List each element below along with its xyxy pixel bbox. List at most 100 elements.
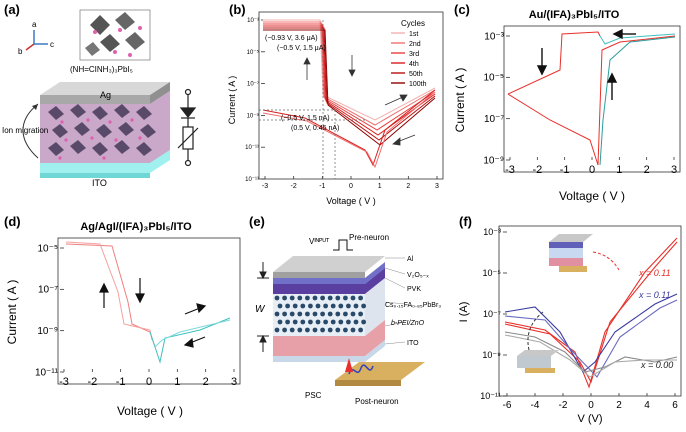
nanocrystal-sphere [361,303,366,309]
ion-migration-label: Ion migration [2,126,48,135]
x-tick-label: 2 [616,400,622,411]
ito-electrode-label: ITO [92,178,107,188]
x-tick-label: 3 [435,183,439,190]
post-neuron-label: Post-neuron [355,397,399,406]
y-tick-label: 10⁻⁹ [247,112,260,119]
x-tick-label: -2 [532,164,542,176]
y-tick-label: 10⁻¹³ [245,177,259,183]
annotation-b-3: (−0.5 V, 1.5 nA) [281,115,330,122]
psc-spike-icon [345,358,353,372]
plot-frame-d [57,237,241,385]
x-tick-label: -1 [560,164,570,176]
arrows-c [536,28,636,100]
panel-a-label: (a) [4,2,20,17]
y-tick-label: 10⁻³ [247,18,259,24]
guide-lines-b [259,20,365,179]
nanocrystal-sphere [350,295,356,301]
nanocrystal-sphere [312,327,318,333]
nanocrystal-sphere [323,319,328,325]
y-ticks-f: 10⁻³ 10⁻⁵ 10⁻⁷ 10⁻⁹ 10⁻¹¹ [480,227,507,401]
x-axis-label-d: Voltage ( V ) [117,404,183,418]
arrows-d [99,278,207,348]
title-d: Ag/AgI/(IFA)₃PbI₅/ITO [80,221,192,233]
nanocrystal-sphere [335,311,341,317]
nanocrystal-sphere [343,327,348,333]
nanocrystal-sphere [285,303,290,309]
y-tick-label: 10⁻⁵ [483,268,502,278]
x-tick-label: 3 [231,376,237,388]
legend-item-label: 3rd [409,51,419,58]
nanocrystal-sphere [289,311,295,317]
legend-b: 1st 2nd 3rd 4th 50th 100th [391,31,427,88]
nanocrystal-sphere [338,303,344,309]
x-tick-label: -3 [262,183,268,190]
nanocrystal-sphere [335,295,341,301]
y-tick-label: 10⁻¹¹ [245,145,259,151]
y-tick-label: 10⁻⁵ [37,243,58,254]
nanocrystal-sphere [282,311,287,317]
legend-item-label: 4th [409,61,419,68]
annotation-b-2: (−0.5 V, 1.5 μA) [277,45,326,52]
nanocrystal-sphere [308,319,313,325]
y-tick-label: 10⁻⁹ [483,155,504,166]
y-ticks-c: 10⁻³ 10⁻⁵ 10⁻⁷ 10⁻⁹ [483,31,510,166]
x-axis-label-c: Voltage ( V ) [559,189,625,203]
nanocrystal-sphere [277,303,283,309]
psc-label: PSC [305,391,322,400]
panel-b-svg: (b) -3 -2 -1 0 1 2 3 10⁻³ 10⁻⁵ 10⁻⁷ 10⁻⁹ 10⁻¹¹ 10⁻¹… [227,2,444,206]
panel-e-svg: (e) Vᴵᴺᴾᵁᵀ Pre-neuron PSC Post-neuron [249,214,441,406]
nanocrystal-sphere [346,303,351,309]
inset-device-bottom-image [517,311,559,373]
x-tick-label: 1 [616,164,622,176]
x-tick-label: 2 [203,376,209,388]
nanocrystal-sphere [350,311,356,317]
x-tick-label: 3 [671,164,677,176]
x-tick-label: -4 [531,400,540,411]
nanocrystal-sphere [312,311,318,317]
nanocrystal-sphere [353,319,359,325]
y-ticks-d: 10⁻⁵ 10⁻⁷ 10⁻⁹ 10⁻¹¹ [35,243,64,378]
layer-perovskite-label: Cs₀.₁₅FA₀.₈₅PbBr₃ [385,302,441,309]
nanocrystal-sphere [285,319,290,325]
panel-f-svg: (f) -6 -4 -2 0 2 4 6 10⁻³ 10⁻⁵ 10⁻⁷ 10⁻⁹ 10⁻¹¹ V (… [458,214,682,425]
legend-item-label: 100th [409,81,427,88]
y-tick-label: 10⁻¹¹ [35,367,59,378]
panel-e-label: (e) [249,214,265,229]
width-label: W [255,304,266,315]
nanocrystal-sphere [312,295,318,301]
x-tick-label: -2 [87,376,97,388]
nanocrystal-sphere [292,303,298,309]
y-tick-label: 10⁻³ [483,227,501,237]
x-ticks-b: -3 -2 -1 0 1 2 3 [262,176,439,190]
iv-curves-c [507,31,676,166]
crystal-structure-image [79,9,151,61]
layer-pvk-label: PVK [407,286,421,293]
y-tick-label: 10⁻⁹ [482,350,501,360]
legend-item-label: 2nd [409,41,421,48]
panel-b-label: (b) [229,2,246,17]
psc-wave-icon [348,364,374,375]
annotation-b-1: (−0.93 V, 3.6 μA) [265,35,318,42]
nanocrystal-sphere [274,295,280,301]
y-axis-label-d: Current ( A ) [5,280,19,345]
nanocrystal-sphere [308,303,313,309]
nanocrystal-sphere [358,295,363,301]
arrows-b [303,55,416,146]
nanocrystal-sphere [323,303,328,309]
nanocrystal-sphere [327,311,333,317]
inset-device-top-image [549,234,620,272]
panel-a: (a) a c b (NH=CINH₃)₃PbI₅ [0,0,225,212]
y-axis-label-b: Current ( A ) [227,76,237,125]
x-tick-label: -3 [505,164,515,176]
x-tick-label: 0 [146,376,152,388]
width-bracket-icon [257,262,269,352]
nanocrystal-sphere [297,295,303,301]
y-ticks-b: 10⁻³ 10⁻⁵ 10⁻⁷ 10⁻⁹ 10⁻¹¹ 10⁻¹³ [245,18,265,183]
crystal-axes-icon: a c b [18,20,54,56]
nanocrystal-sphere [300,303,306,309]
nanocrystal-sphere [297,327,303,333]
legend-item-label: 1st [409,31,418,38]
nanocrystal-sphere [327,327,333,333]
nanocrystal-sphere [305,327,310,333]
nanocrystal-sphere [282,327,287,333]
